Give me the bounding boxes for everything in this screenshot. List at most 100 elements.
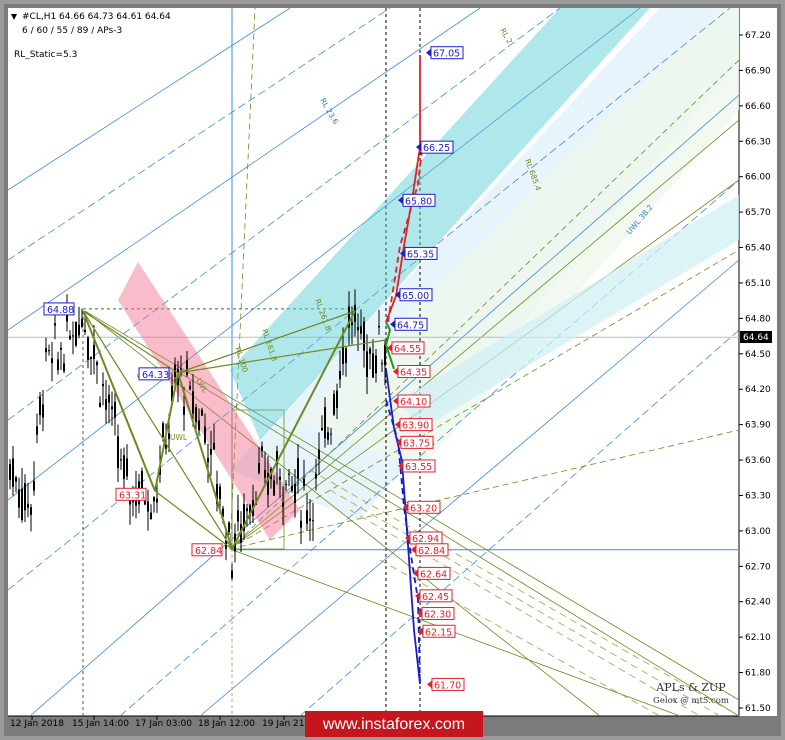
static-line: RL_Static=5.3 [14, 50, 77, 60]
upper-target-label: 65.80 [405, 196, 432, 207]
pivot-label: 62.84 [195, 546, 222, 557]
price-tick-label: 62.10 [745, 633, 771, 643]
lower-target-label-arrow [393, 367, 398, 376]
lower-target-label: 62.84 [418, 546, 445, 557]
lower-target-label-arrow [405, 533, 410, 542]
fan-line [8, 8, 291, 191]
pivot-label-box [191, 543, 223, 557]
lower-target-label-box [391, 341, 425, 355]
light-green-band [300, 8, 739, 470]
candle-body [309, 518, 311, 521]
time-tick-label: 19 Jan 21:00 [262, 719, 319, 729]
lower-target-label-arrow [396, 438, 401, 447]
lower-target-label: 62.30 [424, 610, 451, 621]
pivot-label-box [138, 367, 170, 381]
current-price-tag: 64.64 [740, 331, 772, 343]
candle-body [219, 486, 221, 500]
candle-body [288, 473, 290, 475]
candle-body [330, 433, 332, 435]
candle-body [369, 348, 371, 354]
candle-body [294, 483, 296, 503]
lower-target-label-arrow [418, 627, 423, 636]
price-ticks: 67.20 66.90 66.60 66.30 66.00 65.70 65.40 65.10… [739, 31, 771, 714]
price-tick-label: 65.40 [745, 244, 771, 254]
candle-body [207, 457, 209, 463]
candle-body [150, 512, 152, 520]
candle-body [237, 510, 239, 522]
params-line: 6 / 60 / 55 / 89 / APs-3 [22, 26, 122, 36]
candle-body [69, 335, 71, 340]
candle-body [48, 350, 50, 352]
green-connector [384, 321, 395, 370]
candle-body [375, 355, 377, 374]
lower-target-label: 61.70 [434, 680, 461, 691]
price-axis-panel [739, 8, 777, 716]
candle-body [363, 321, 365, 351]
price-tick-label: 66.60 [745, 102, 771, 112]
collapse-icon[interactable] [11, 14, 17, 20]
candle-body [249, 505, 251, 517]
lower-target-label: 63.75 [403, 438, 430, 449]
candle-body [300, 520, 302, 528]
candle-body [333, 393, 335, 415]
dashed-trend-line [379, 559, 661, 716]
lower-target-label-box [407, 500, 441, 514]
upper-target-label: 66.25 [423, 143, 450, 154]
candle-body [141, 470, 143, 489]
dashed-trend-line [329, 489, 721, 716]
upper-target-label-arrow [390, 320, 395, 329]
candle-body [354, 304, 356, 322]
price-tick-label: 65.10 [745, 279, 771, 289]
lower-target-label: 63.90 [402, 421, 429, 432]
lower-target-label-box [399, 418, 433, 432]
fan-line [199, 259, 739, 716]
lower-target-label: 62.45 [422, 592, 449, 603]
lower-target-label: 62.64 [420, 569, 447, 580]
lower-target-label-arrow [415, 591, 420, 600]
lower-target-label: 64.10 [400, 397, 427, 408]
candle-body [72, 335, 74, 337]
lower-target-label-box [421, 607, 455, 621]
upper-target-label: 65.00 [402, 291, 429, 302]
fan-line [8, 8, 731, 591]
olive-line [179, 372, 739, 716]
candle-body [336, 390, 338, 409]
candle-body [315, 473, 317, 479]
candle-body [258, 463, 260, 473]
lower-target-label: 64.55 [394, 344, 421, 355]
bull-projection-path [385, 55, 421, 323]
zigzag-segment [154, 372, 179, 492]
pattern-line [177, 310, 356, 374]
watermark-text: www.instaforex.com [322, 716, 465, 733]
brand-subtitle: Gelox @ mt5.com [653, 696, 729, 706]
olive-line [229, 119, 739, 550]
candle-body [216, 484, 218, 504]
olive-line [229, 8, 256, 550]
price-tick-label: 62.40 [745, 598, 771, 608]
lower-target-label-box [397, 394, 431, 408]
bull-projection-path-dashed [387, 149, 423, 323]
candle-body [180, 368, 182, 370]
grid-lines [8, 8, 739, 716]
time-tick-label: 15 Jan 14:00 [72, 719, 129, 729]
upper-target-label: 67.05 [433, 49, 460, 60]
pattern-line [82, 310, 233, 550]
upper-target-label-arrow [398, 196, 403, 205]
lower-target-label-arrow [417, 609, 422, 618]
candle-body [60, 347, 62, 350]
lower-target-label-arrow [413, 569, 418, 578]
candle-body [12, 458, 14, 487]
upper-target-label-box [404, 246, 438, 260]
price-tick-label: 63.00 [745, 527, 771, 537]
candle-body [78, 324, 80, 336]
brand-title: APLs & ZUP [655, 681, 726, 694]
upper-target-label-box [394, 317, 428, 331]
candle-body [303, 478, 305, 486]
candle-body [297, 458, 299, 479]
candle-body [378, 325, 380, 328]
candle-body [114, 401, 116, 418]
lower-target-label-box [402, 459, 436, 473]
upper-target-label-arrow [416, 143, 421, 152]
candle-body [357, 327, 359, 331]
